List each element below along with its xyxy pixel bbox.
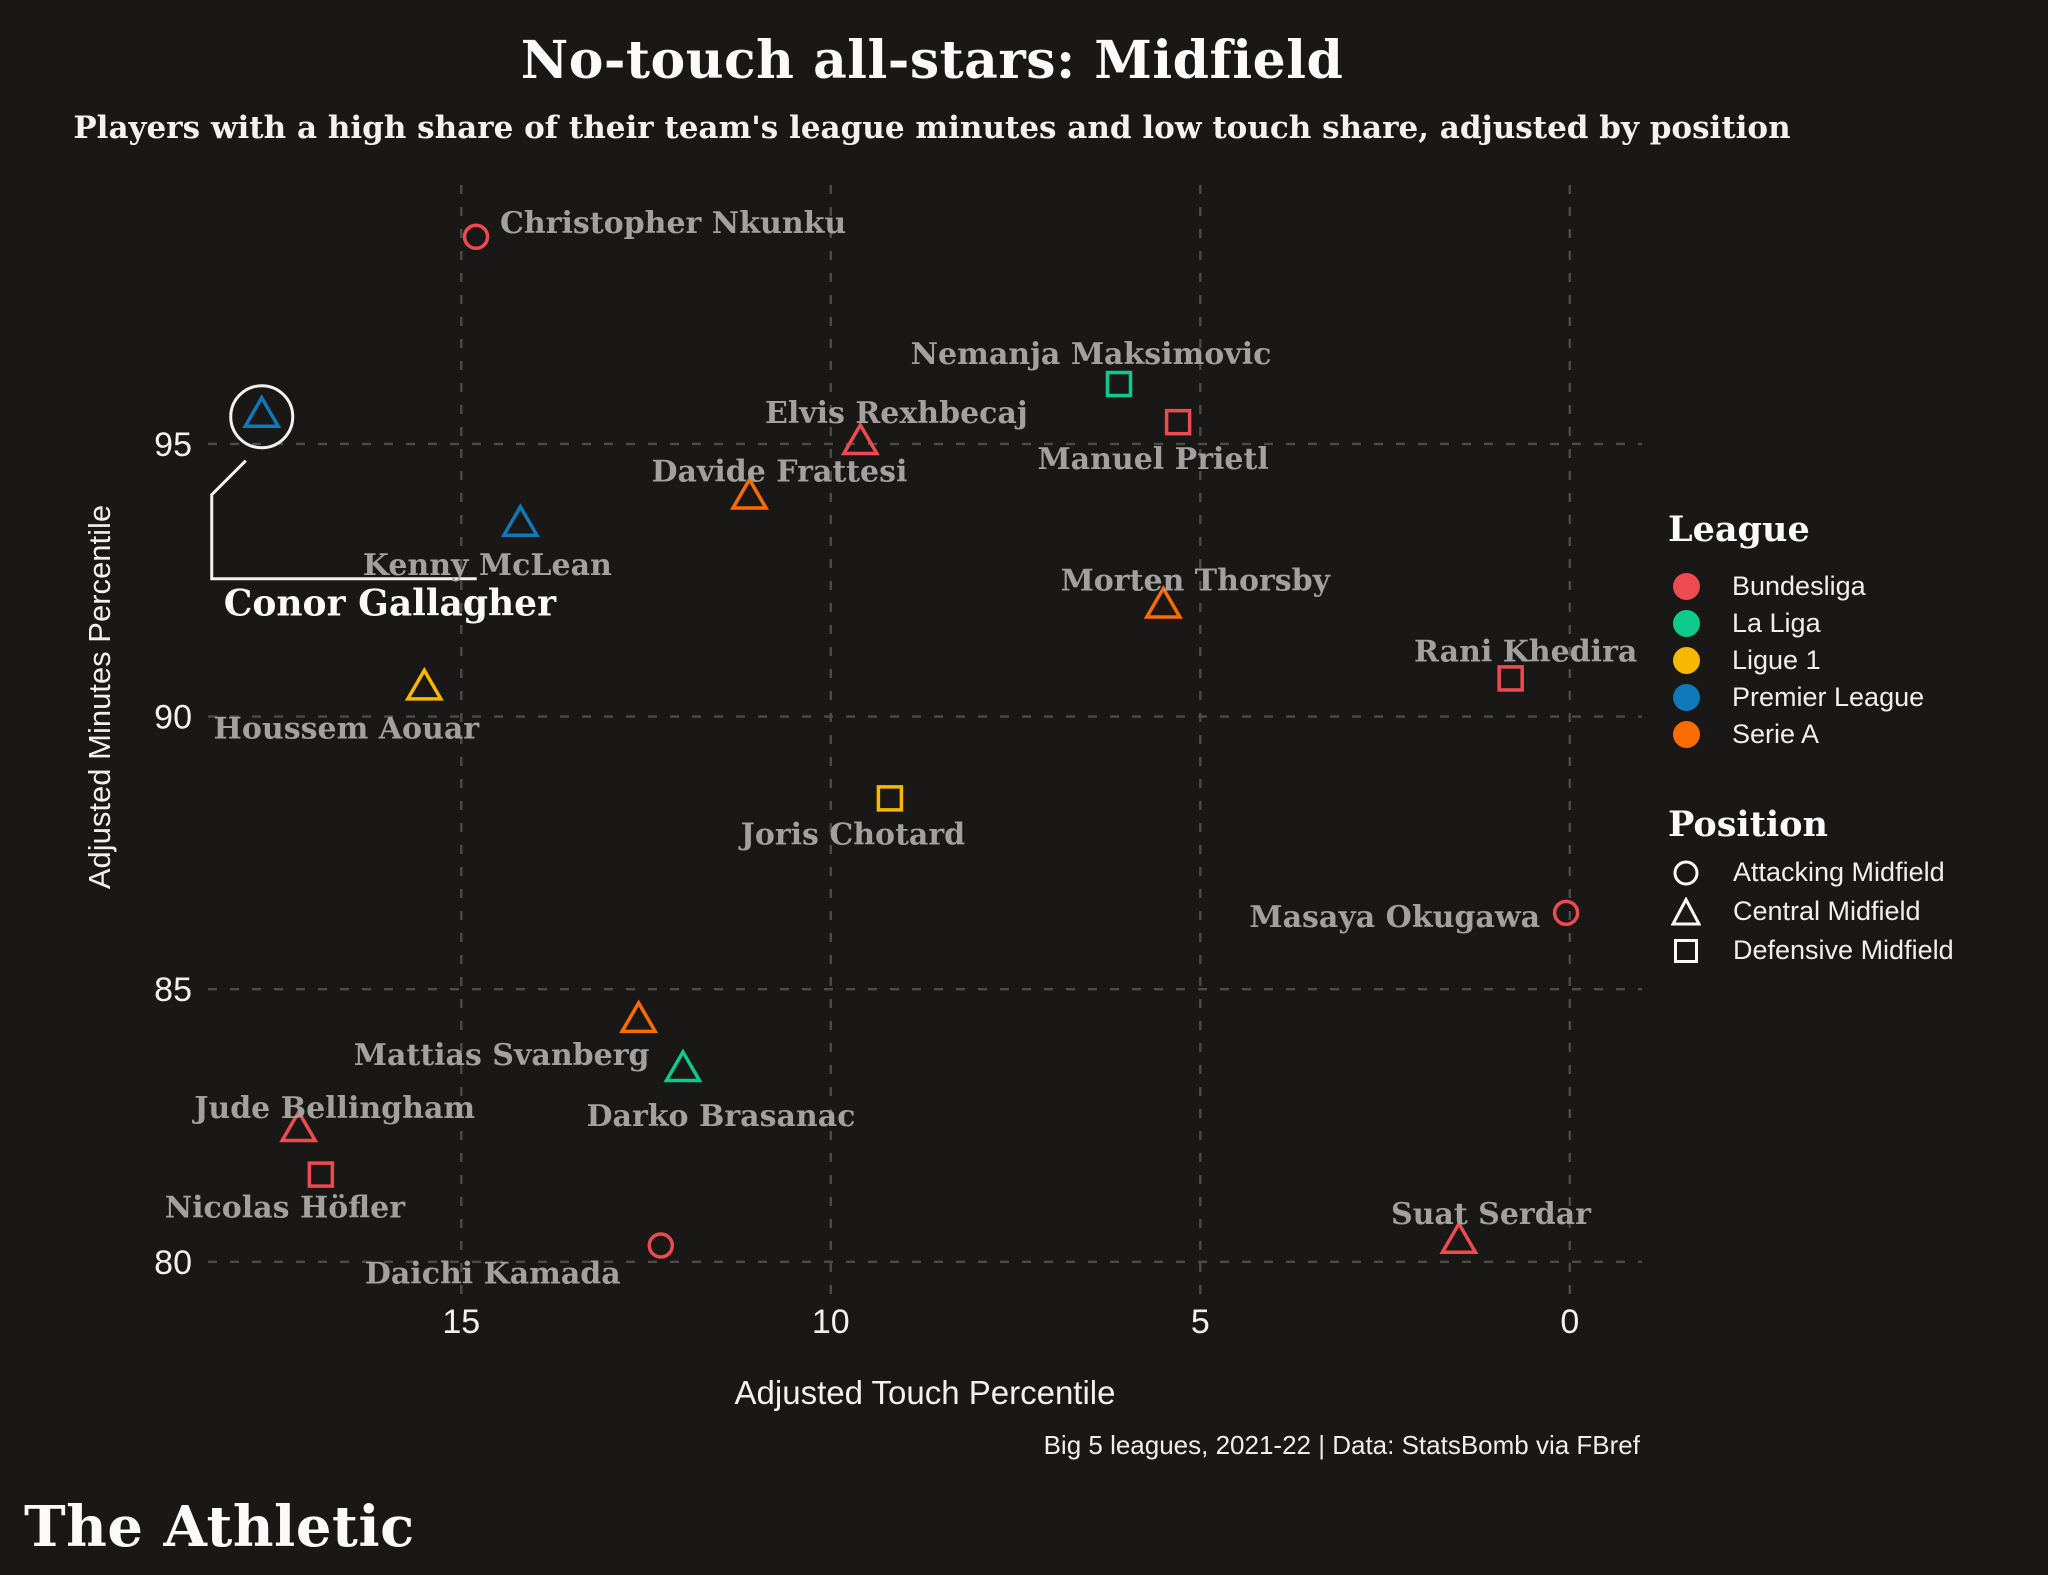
label-daichi-kamada: Daichi Kamada xyxy=(365,1256,621,1291)
label-conor-gallagher: Conor Gallagher xyxy=(224,583,557,625)
legend-league-item-premier-league: Premier League xyxy=(1668,679,2028,716)
point-darko-brasanac xyxy=(663,1048,703,1083)
y-tick-85: 85 xyxy=(154,971,192,1009)
legend-position-title: Position xyxy=(1668,804,1828,845)
y-axis-title: Adjusted Minutes Percentile xyxy=(82,504,117,890)
point-manuel-prietl xyxy=(1164,408,1192,436)
y-tick-90: 90 xyxy=(154,699,192,737)
point-kenny-mclean xyxy=(500,503,540,538)
highlight-circle xyxy=(229,384,295,450)
legend-league-label: Ligue 1 xyxy=(1732,645,1821,675)
y-tick-95: 95 xyxy=(154,426,192,464)
legend-league-items: Bundesliga La Liga Ligue 1 Premier League Se… xyxy=(1668,568,2028,753)
point-jude-bellingham xyxy=(279,1108,319,1143)
label-nemanja-maksimovic: Nemanja Maksimovic xyxy=(911,337,1272,372)
legend-league-item-bundesliga: Bundesliga xyxy=(1668,568,2028,605)
legend-league-item-serie-a: Serie A xyxy=(1668,716,2028,753)
legend-league-item-ligue-1: Ligue 1 xyxy=(1668,642,2028,679)
legend-league-label: Premier League xyxy=(1732,682,1925,712)
legend-league-label: La Liga xyxy=(1732,608,1821,638)
x-tick-0: 0 xyxy=(1560,1303,1579,1341)
label-suat-serdar: Suat Serdar xyxy=(1391,1197,1592,1232)
x-axis-title: Adjusted Touch Percentile xyxy=(734,1374,1116,1411)
legend-position-label: Attacking Midfield xyxy=(1733,857,1945,887)
label-christopher-nkunku: Christopher Nkunku xyxy=(500,206,846,241)
x-tick-10: 10 xyxy=(812,1303,850,1341)
label-mattias-svanberg: Mattias Svanberg xyxy=(354,1038,650,1073)
point-daichi-kamada xyxy=(647,1232,675,1259)
page-subtitle: Players with a high share of their team'… xyxy=(73,110,1791,146)
legend: League Bundesliga La Liga Ligue 1 Premier L… xyxy=(1668,508,2028,970)
label-jude-bellingham: Jude Bellingham xyxy=(191,1091,475,1126)
circle-shape-icon xyxy=(1673,860,1699,885)
legend-position-item-attacking-midfield: Attacking Midfield xyxy=(1668,853,2028,892)
label-nicolas-h-fler: Nicolas Höfler xyxy=(165,1191,407,1226)
label-joris-chotard: Joris Chotard xyxy=(738,817,966,852)
x-tick-15: 15 xyxy=(442,1303,480,1341)
label-masaya-okugawa: Masaya Okugawa xyxy=(1249,900,1540,935)
bundesliga-color-swatch-icon xyxy=(1673,573,1700,600)
legend-league-item-la-liga: La Liga xyxy=(1668,605,2028,642)
point-joris-chotard xyxy=(876,785,904,812)
legend-position-item-central-midfield: Central Midfield xyxy=(1668,892,2028,931)
label-davide-frattesi: Davide Frattesi xyxy=(652,455,908,490)
point-elvis-rexhbecaj xyxy=(840,421,880,456)
la-liga-color-swatch-icon xyxy=(1673,610,1700,637)
legend-league-title: League xyxy=(1668,509,1810,550)
point-mattias-svanberg xyxy=(619,999,659,1034)
legend-league-label: Bundesliga xyxy=(1732,571,1866,601)
point-conor-gallagher xyxy=(242,394,282,428)
label-rani-khedira: Rani Khedira xyxy=(1414,634,1637,669)
page-title: No-touch all-stars: Midfield xyxy=(520,30,1344,91)
point-suat-serdar xyxy=(1439,1220,1479,1255)
serie-a-color-swatch-icon xyxy=(1673,721,1700,748)
point-davide-frattesi xyxy=(729,476,770,510)
label-manuel-prietl: Manuel Prietl xyxy=(1037,442,1268,477)
point-nemanja-maksimovic xyxy=(1105,370,1133,398)
legend-position-item-defensive-midfield: Defensive Midfield xyxy=(1668,931,2028,970)
legend-position-label: Central Midfield xyxy=(1733,896,1921,926)
athletic-logo: The Athletic xyxy=(24,1494,415,1560)
label-kenny-mclean: Kenny McLean xyxy=(363,548,612,583)
label-morten-thorsby: Morten Thorsby xyxy=(1061,564,1332,599)
point-houssem-aouar xyxy=(404,666,444,701)
highlight-elbow-line xyxy=(210,459,477,581)
point-christopher-nkunku xyxy=(462,223,490,251)
point-rani-khedira xyxy=(1497,665,1524,692)
label-darko-brasanac: Darko Brasanac xyxy=(586,1099,855,1134)
label-elvis-rexhbecaj: Elvis Rexhbecaj xyxy=(765,396,1028,431)
point-masaya-okugawa xyxy=(1552,899,1580,927)
legend-league-label: Serie A xyxy=(1732,719,1820,749)
point-nicolas-h-fler xyxy=(307,1161,335,1188)
source-note: Big 5 leagues, 2021-22 | Data: StatsBomb… xyxy=(1043,1430,1640,1460)
x-tick-5: 5 xyxy=(1191,1303,1210,1341)
legend-gap xyxy=(1668,753,2028,803)
label-houssem-aouar: Houssem Aouar xyxy=(214,711,481,746)
point-morten-thorsby xyxy=(1143,585,1183,619)
ligue-1-color-swatch-icon xyxy=(1673,647,1700,674)
square-shape-icon xyxy=(1674,938,1698,963)
triangle-shape-icon xyxy=(1671,896,1701,925)
legend-position-label: Defensive Midfield xyxy=(1733,935,1954,965)
premier-league-color-swatch-icon xyxy=(1673,684,1700,711)
legend-position-items: Attacking Midfield Central Midfield Defens… xyxy=(1668,853,2028,970)
y-tick-80: 80 xyxy=(154,1244,192,1282)
